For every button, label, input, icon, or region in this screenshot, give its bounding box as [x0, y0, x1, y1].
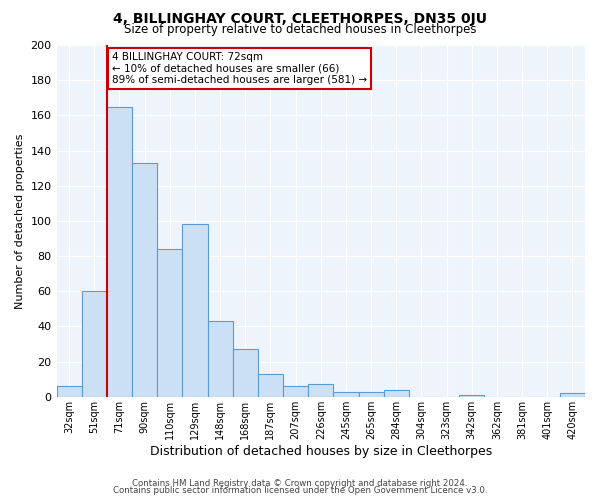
Text: Size of property relative to detached houses in Cleethorpes: Size of property relative to detached ho…	[124, 22, 476, 36]
Text: Contains public sector information licensed under the Open Government Licence v3: Contains public sector information licen…	[113, 486, 487, 495]
Text: 4, BILLINGHAY COURT, CLEETHORPES, DN35 0JU: 4, BILLINGHAY COURT, CLEETHORPES, DN35 0…	[113, 12, 487, 26]
Bar	[82, 292, 107, 397]
Bar	[560, 394, 585, 397]
Bar	[182, 224, 208, 397]
Bar	[107, 106, 132, 397]
Bar	[359, 392, 383, 397]
Bar	[233, 350, 258, 397]
Bar	[56, 386, 82, 397]
Bar	[334, 392, 359, 397]
Y-axis label: Number of detached properties: Number of detached properties	[15, 133, 25, 308]
Bar	[157, 249, 182, 397]
Bar	[132, 163, 157, 397]
Bar	[308, 384, 334, 397]
Bar	[459, 395, 484, 397]
X-axis label: Distribution of detached houses by size in Cleethorpes: Distribution of detached houses by size …	[149, 444, 492, 458]
Bar	[283, 386, 308, 397]
Bar	[383, 390, 409, 397]
Bar	[208, 321, 233, 397]
Text: 4 BILLINGHAY COURT: 72sqm
← 10% of detached houses are smaller (66)
89% of semi-: 4 BILLINGHAY COURT: 72sqm ← 10% of detac…	[112, 52, 367, 85]
Text: Contains HM Land Registry data © Crown copyright and database right 2024.: Contains HM Land Registry data © Crown c…	[132, 478, 468, 488]
Bar	[258, 374, 283, 397]
